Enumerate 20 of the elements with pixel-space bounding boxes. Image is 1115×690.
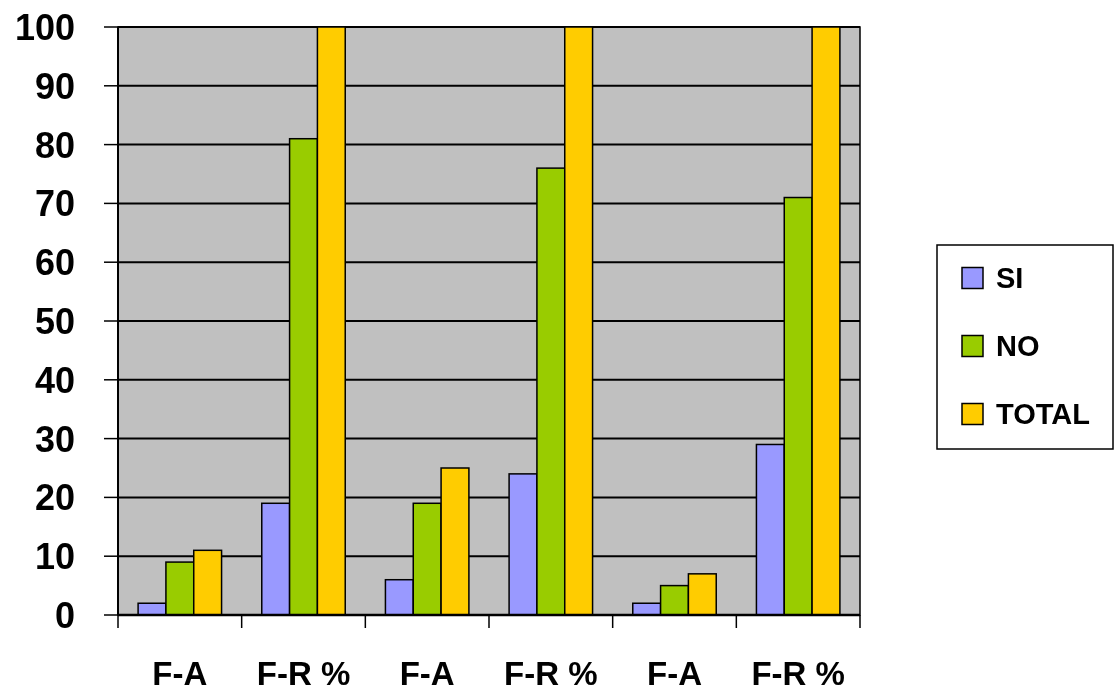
- y-tick-label: 40: [34, 359, 75, 401]
- x-tick-label: F-A: [399, 655, 455, 690]
- y-tick-label: 100: [14, 6, 75, 48]
- y-tick-label: 90: [34, 65, 75, 107]
- x-tick-label: F-R %: [751, 655, 845, 690]
- x-tick-label: F-R %: [504, 655, 598, 690]
- x-tick-label: F-R %: [256, 655, 351, 690]
- legend-label: SI: [996, 262, 1024, 295]
- y-tick-label: 10: [34, 536, 75, 578]
- x-tick-label: F-A: [647, 655, 702, 690]
- y-tick-label: 80: [34, 124, 75, 166]
- y-tick-label: 30: [34, 418, 75, 460]
- y-tick-label: 70: [34, 183, 75, 225]
- y-tick-label: 0: [54, 594, 75, 636]
- x-tick-label: F-A: [152, 655, 208, 690]
- y-tick-label: 20: [34, 477, 75, 519]
- legend-label: NO: [996, 330, 1040, 363]
- y-tick-label: 60: [34, 242, 75, 284]
- y-tick-label: 50: [34, 300, 75, 342]
- legend-label: TOTAL: [996, 398, 1090, 431]
